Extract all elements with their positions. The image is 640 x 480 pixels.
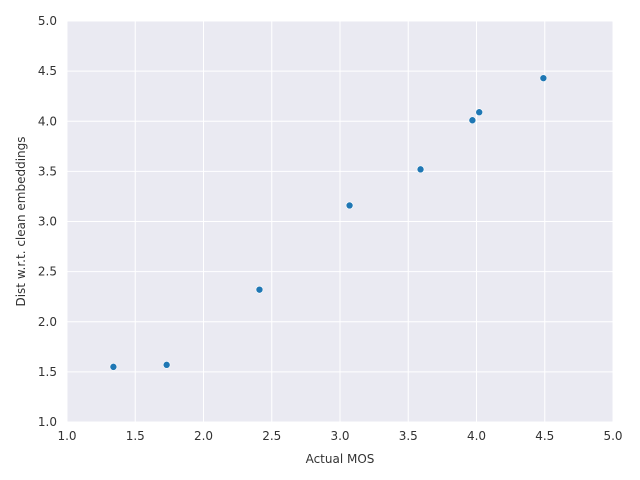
x-tick-label: 3.0 [330,429,349,443]
x-tick-label: 2.0 [194,429,213,443]
data-point [468,116,477,125]
y-tick-label: 3.0 [38,215,57,229]
y-tick-label: 4.5 [38,64,57,78]
y-tick-label: 2.5 [38,265,57,279]
data-point [539,74,548,82]
y-tick-labels: 1.0 1.5 2.0 2.5 3.0 3.5 4.0 4.5 5.0 [38,14,57,429]
x-axis-label: Actual MOS [306,452,375,466]
x-tick-label: 4.0 [467,429,486,443]
x-tick-label: 1.5 [126,429,145,443]
y-tick-label: 4.0 [38,114,57,128]
y-tick-label: 5.0 [38,14,57,28]
x-tick-label: 3.5 [399,429,418,443]
data-point [416,165,425,174]
data-points [109,74,548,371]
data-point [255,285,264,294]
x-tick-label: 1.0 [57,429,76,443]
x-tick-label: 5.0 [603,429,622,443]
data-point [162,361,171,369]
y-tick-label: 1.5 [38,365,57,379]
grid-lines [66,20,614,423]
data-point [475,108,484,117]
y-tick-label: 1.0 [38,415,57,429]
x-tick-label: 4.5 [535,429,554,443]
data-point [109,363,118,371]
x-tick-label: 2.5 [262,429,281,443]
y-tick-label: 3.5 [38,164,57,178]
y-tick-label: 2.0 [38,315,57,329]
data-point [345,201,354,210]
x-tick-labels: 1.0 1.5 2.0 2.5 3.0 3.5 4.0 4.5 5.0 [57,429,622,443]
y-axis-label: Dist w.r.t. clean embeddings [14,136,28,306]
